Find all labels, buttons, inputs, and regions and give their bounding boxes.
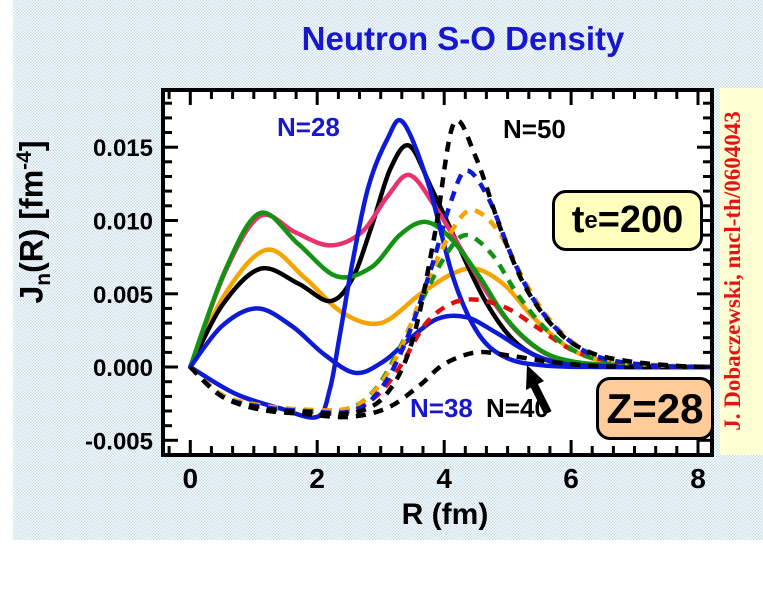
credit-strip: [720, 88, 763, 455]
x-axis-label: R (fm): [401, 498, 489, 531]
footer: Jacek Dobaczewski IFT UW: [0, 540, 763, 597]
credit-text: J. Dobaczewski, nucl-th/0604043: [720, 111, 745, 431]
y-tick-label: 0.010: [93, 209, 153, 236]
x-tick-label: 0: [183, 463, 199, 494]
curve-N=34: [188, 210, 713, 370]
density-plot: 0 2 4 6 8 -0.005 0.000 0.005 0.010 0.015: [85, 88, 714, 494]
y-tick-label: -0.005: [85, 428, 153, 455]
slide-left-margin: [0, 0, 13, 540]
z-box: Z=28: [596, 377, 714, 440]
y-axis-label: Jn(R) [fm-4]: [13, 140, 56, 304]
plot-frame: [161, 88, 714, 457]
y-tick-label: 0.000: [93, 355, 153, 382]
x-tick-label: 8: [690, 463, 706, 494]
curve-N=50: [188, 118, 711, 417]
slide-title: Neutron S-O Density: [301, 20, 625, 57]
y-tick-label: 0.015: [93, 135, 153, 162]
annotation-n50: N=50: [503, 114, 566, 144]
annotation-n40: N=40: [486, 393, 549, 423]
annotation-n38: N=38: [410, 393, 473, 423]
x-tick-label: 4: [436, 463, 452, 494]
x-tick-label: 2: [309, 463, 325, 494]
x-tick-label: 6: [563, 463, 579, 494]
curve-N=40: [188, 349, 711, 420]
n40-arrow-head: [526, 365, 544, 390]
curve-N=28: [188, 118, 713, 420]
annotation-n28: N=28: [277, 112, 340, 142]
te-box: t e =200: [552, 190, 703, 251]
y-tick-label: 0.005: [93, 282, 153, 309]
n40-arrow-shaft: [529, 381, 552, 415]
